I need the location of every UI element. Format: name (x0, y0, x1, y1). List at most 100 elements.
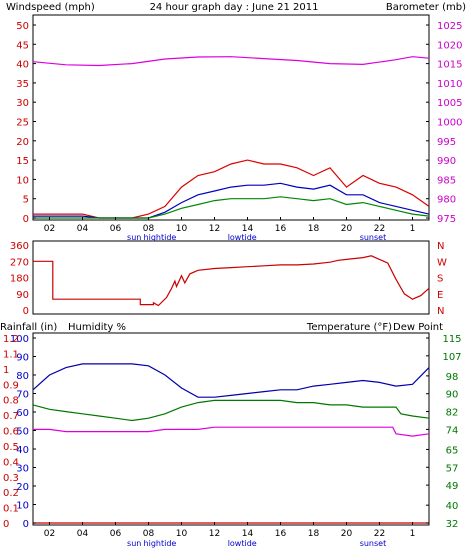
rainfall-tick-label: 1.1 (3, 349, 19, 360)
hightide-label: hightide (144, 539, 177, 548)
hightide-label: hightide (144, 233, 177, 242)
chart-title: 24 hour graph day : June 21 2011 (150, 2, 319, 13)
direction-panel-frame (32, 240, 430, 315)
humidity-tick-label: 20 (16, 482, 29, 493)
sunset-label: sunset (360, 539, 387, 548)
windspeed-tick-label: 10 (16, 175, 29, 186)
rainfall-tick-label: 0.8 (3, 396, 19, 407)
rainfall-axis-label: Rainfall (in) (0, 322, 57, 333)
windspeed-tick-label: 5 (23, 195, 29, 206)
humidity-axes: 0 10 20 30 40 50 60 70 80 90 100 0 0.1 0.2 0.3 0.4 0.5 0.… (3, 334, 462, 548)
barometer-tick-label: 985 (437, 175, 456, 186)
temperature-tick-label: 57 (446, 463, 459, 474)
humidity-tick-label: 0 (23, 519, 29, 530)
x-tick-label: 18 (308, 224, 320, 234)
humidity-tick-label: 50 (16, 427, 29, 438)
humidity-tick-label: 60 (16, 408, 29, 419)
avgwind-line (33, 196, 430, 219)
direction-compass-label: S (437, 274, 443, 285)
lowtide-label: lowtide (228, 233, 257, 242)
rainfall-tick-label: 0.2 (3, 488, 19, 499)
barometer-tick-label: 1020 (437, 40, 462, 51)
x-tick-label: 08 (143, 529, 155, 539)
x-tick-label: 22 (374, 224, 385, 234)
x-tick-label: 04 (77, 224, 89, 234)
baro-line (32, 56, 430, 67)
barometer-tick-label: 1010 (437, 79, 462, 90)
rainfall-tick-label: 0.1 (3, 504, 19, 515)
x-tick-label: 14 (242, 224, 254, 234)
direction-compass-label: N (437, 306, 444, 317)
humidity-axis-label: Humidity % (68, 322, 126, 333)
barometer-tick-label: 1025 (437, 21, 462, 32)
humidity-series (32, 363, 430, 524)
direction-compass-label: E (437, 290, 443, 301)
humidity-tick-label: 30 (16, 464, 29, 475)
x-tick-label: 04 (77, 529, 89, 539)
barometer-tick-label: 1015 (437, 60, 462, 71)
temperature-tick-label: 98 (446, 372, 459, 383)
direction-tick-label: 360 (10, 241, 29, 252)
x-tick-label: 20 (341, 224, 353, 234)
temperature-tick-label: 40 (446, 501, 459, 512)
rainfall-tick-label: 1.2 (3, 334, 19, 345)
x-tick-label: 12 (209, 224, 220, 234)
sunrise-label: sun (127, 233, 141, 242)
x-tick-label: 06 (110, 529, 122, 539)
temperature-tick-label: 32 (446, 519, 459, 530)
windspeed-tick-label: 25 (16, 118, 29, 129)
barometer-tick-label: 980 (437, 195, 456, 206)
x-tick-label: 22 (374, 529, 385, 539)
temperature-tick-label: 65 (446, 445, 459, 456)
x-tick-label: 14 (242, 529, 254, 539)
humidity-tick-label: 40 (16, 445, 29, 456)
windspeed-axis-label: Windspeed (mph) (6, 2, 95, 13)
wind-panel-frame (32, 14, 430, 221)
x-tick-label: 1 (410, 224, 416, 234)
dir-line (33, 255, 430, 307)
x-tick-label: 02 (44, 224, 55, 234)
temperature-tick-label: 82 (446, 408, 459, 419)
rainfall-tick-label: 0.6 (3, 427, 19, 438)
x-tick-label: 16 (275, 224, 287, 234)
x-tick-label: 10 (176, 529, 188, 539)
x-tick-label: 02 (44, 529, 55, 539)
sunrise-label: sun (127, 539, 141, 548)
direction-tick-label: 0 (23, 306, 29, 317)
rainfall-tick-label: 1 (3, 365, 9, 376)
barometer-tick-label: 995 (437, 137, 456, 148)
temperature-axis-label: Temperature (°F) (306, 322, 392, 333)
humidity-tick-label: 80 (16, 371, 29, 382)
rainfall-tick-label: 0.9 (3, 380, 19, 391)
wind-series (32, 56, 430, 219)
windspeed-tick-label: 15 (16, 156, 29, 167)
temperature-tick-label: 49 (446, 481, 459, 492)
humidity-line (32, 363, 430, 398)
direction-series (33, 255, 430, 307)
x-tick-label: 16 (275, 529, 287, 539)
barometer-tick-label: 1000 (437, 118, 462, 129)
direction-compass-label: W (437, 257, 447, 268)
dewpoint-axis-label: Dew Point (393, 322, 443, 333)
windspeed-tick-label: 35 (16, 79, 29, 90)
x-tick-label: 10 (176, 224, 188, 234)
temperature-tick-label: 90 (446, 390, 459, 401)
dew-line (33, 426, 430, 437)
humidity-tick-label: 100 (10, 334, 29, 345)
humidity-tick-label: 90 (16, 353, 29, 364)
temperature-tick-label: 107 (442, 352, 461, 363)
barometer-tick-label: 1005 (437, 98, 462, 109)
sunset-label: sunset (360, 233, 387, 242)
rainfall-tick-label: 0.3 (3, 473, 19, 484)
windspeed-tick-label: 40 (16, 60, 29, 71)
windspeed-tick-label: 45 (16, 40, 29, 51)
wind-axes: 0510152025303540455097598098599099510001… (16, 21, 462, 242)
windspeed-tick-label: 30 (16, 98, 29, 109)
temperature-tick-label: 115 (442, 334, 461, 345)
barometer-axis-label: Barometer (mb) (386, 2, 466, 13)
x-tick-label: 1 (410, 529, 416, 539)
windspeed-tick-label: 50 (16, 21, 29, 32)
